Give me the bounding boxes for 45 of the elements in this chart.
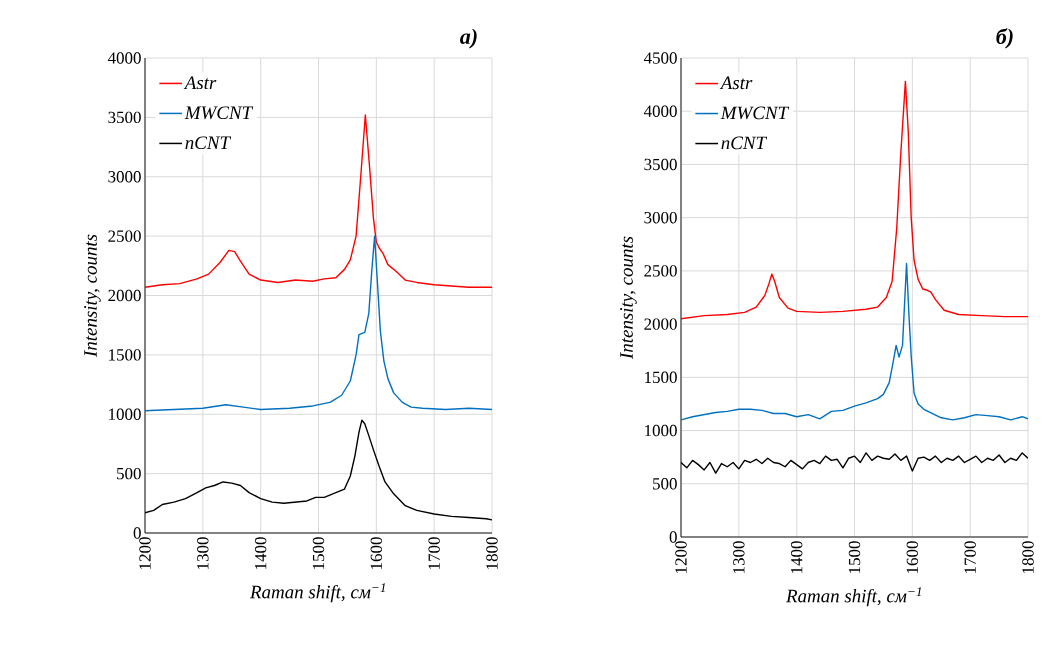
y-tick-label: 2500	[108, 230, 141, 242]
legend-label: MWCNT	[720, 106, 790, 120]
y-tick-label: 3000	[644, 211, 677, 224]
y-tick-label: 4500	[643, 52, 677, 64]
x-axis-title: Raman shift, см$^{−1}$	[249, 583, 386, 603]
y-tick-label: 2000	[108, 289, 141, 302]
y-tick-label: 500	[653, 478, 677, 490]
legend-label: Astr	[183, 76, 217, 90]
chart-title: б)	[996, 28, 1013, 49]
y-tick-label: 1000	[645, 424, 677, 437]
legend-label: nCNT	[721, 136, 768, 150]
y-axis-title: Intensity, counts	[84, 234, 101, 358]
y-tick-label: 1500	[645, 371, 677, 384]
x-tick-label: 1500	[312, 537, 325, 569]
x-tick-label: 1200	[139, 537, 151, 569]
legend-label: nCNT	[185, 136, 232, 150]
x-tick-label: 1600	[906, 541, 919, 573]
x-axis-title: Raman shift, см$^{−1}$	[785, 587, 922, 607]
x-tick-label: 1500	[848, 541, 861, 573]
legend-label: MWCNT	[184, 106, 254, 120]
x-tick-label: 1800	[486, 537, 498, 569]
x-tick-label: 1300	[197, 537, 209, 569]
y-tick-label: 1000	[109, 408, 141, 420]
y-tick-label: 0	[669, 531, 677, 543]
legend-label: Astr	[719, 76, 753, 90]
x-tick-label: 1800	[1022, 541, 1034, 573]
x-tick-label: 1400	[790, 541, 803, 573]
y-tick-label: 4000	[107, 52, 141, 64]
y-tick-label: 2500	[644, 265, 677, 277]
y-tick-label: 1500	[109, 349, 141, 361]
y-axis-title: Intensity, counts	[620, 236, 637, 360]
x-tick-label: 1700	[428, 537, 440, 569]
y-tick-label: 0	[133, 527, 141, 539]
y-tick-label: 3500	[644, 158, 677, 171]
y-tick-label: 3000	[108, 171, 141, 183]
x-tick-label: 1400	[254, 537, 267, 569]
y-tick-label: 500	[117, 467, 141, 480]
y-tick-label: 2000	[644, 318, 677, 330]
y-tick-label: 3500	[108, 111, 141, 124]
x-tick-label: 1600	[370, 537, 383, 569]
y-tick-label: 4000	[643, 105, 677, 117]
x-tick-label: 1200	[675, 541, 687, 573]
x-tick-label: 1700	[964, 541, 976, 573]
chart-title: a)	[460, 28, 477, 49]
x-tick-label: 1300	[733, 541, 745, 573]
